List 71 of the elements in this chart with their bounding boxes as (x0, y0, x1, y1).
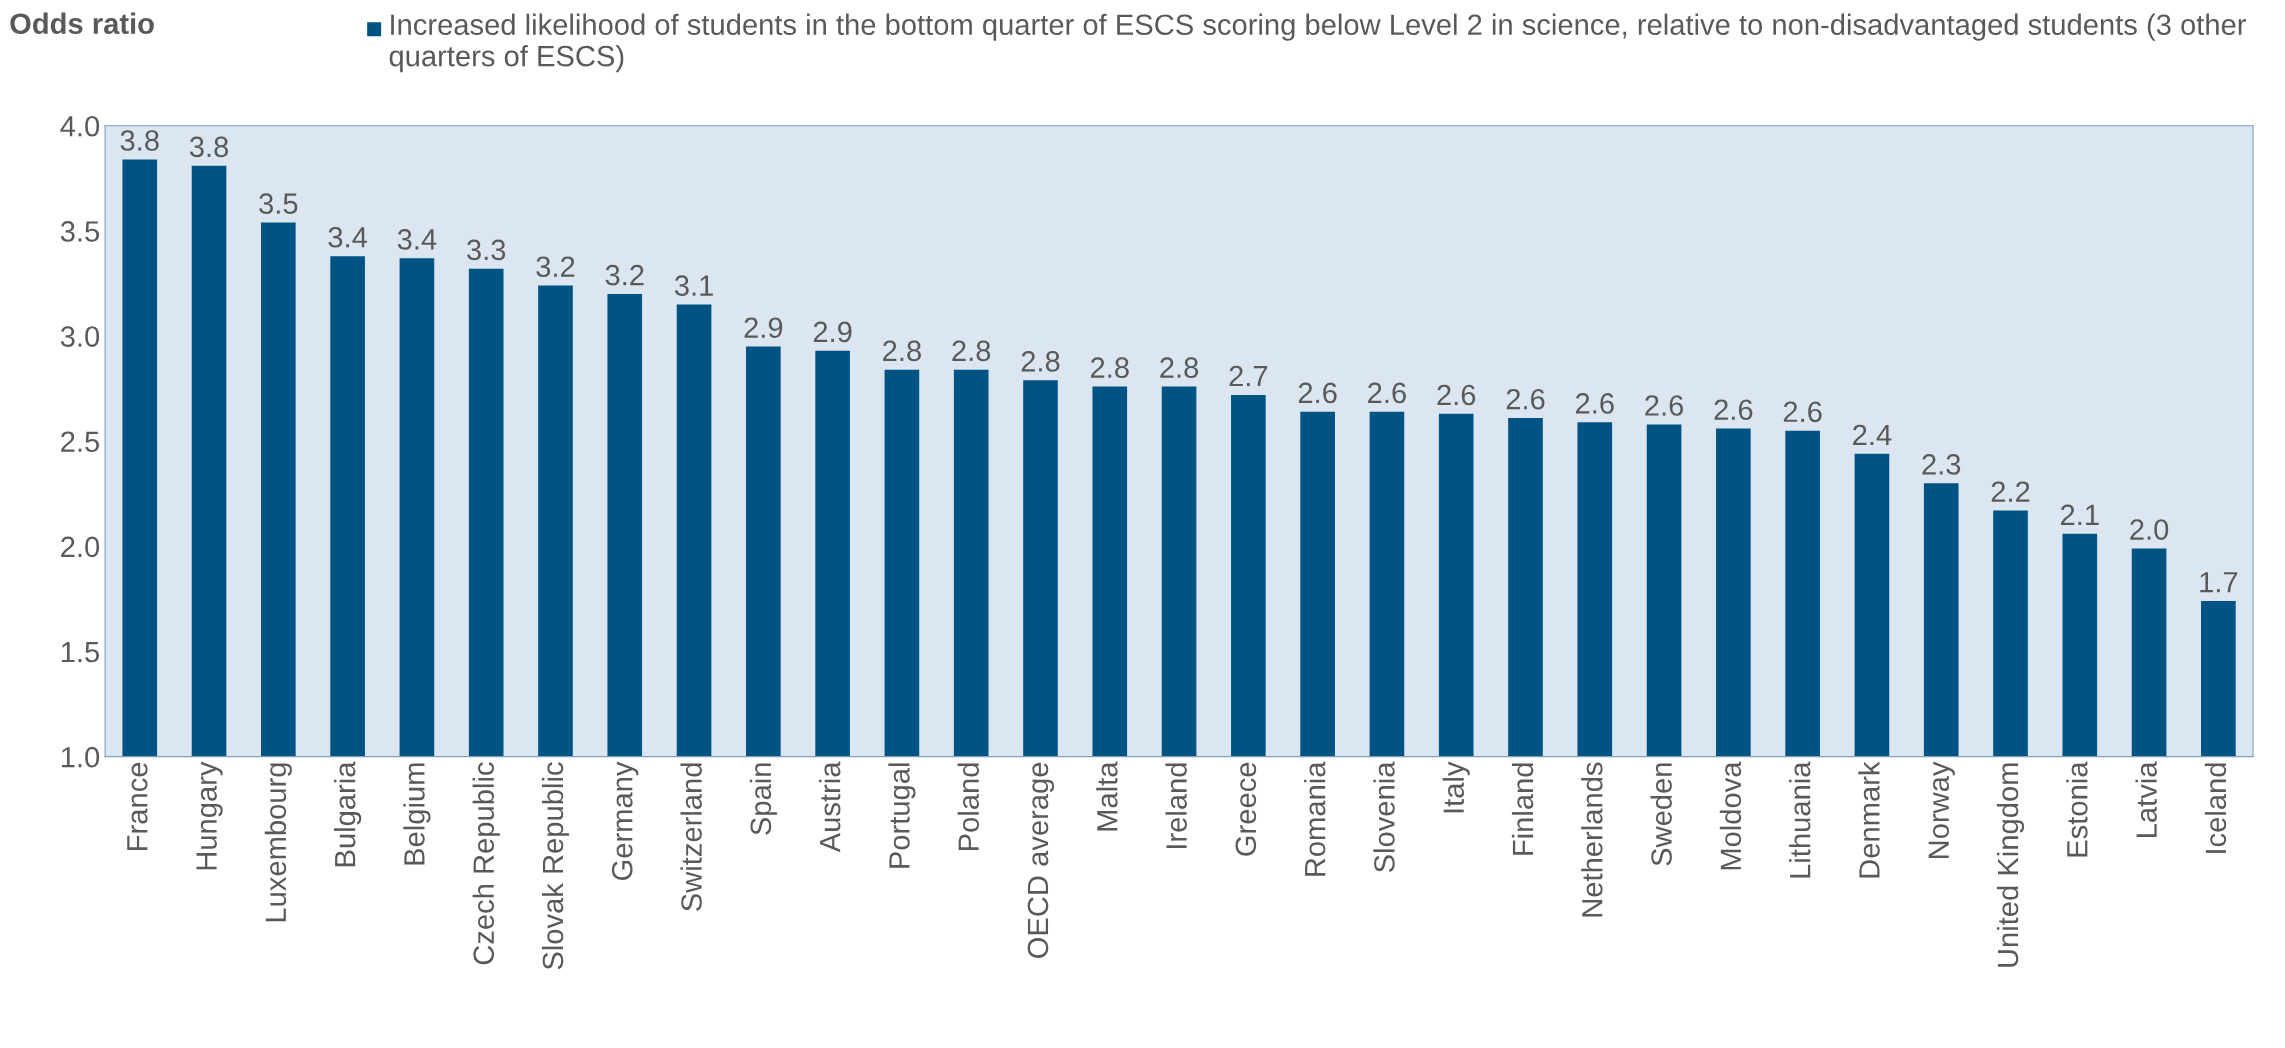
data-label: 2.1 (2060, 504, 2099, 525)
data-label: 2.6 (1575, 393, 1614, 414)
x-tick-label: OECD average (1027, 762, 1055, 958)
x-tick-label: Netherlands (1581, 762, 1603, 917)
x-tick-label: Moldova (1719, 761, 1742, 870)
x-tick-label: Romania (1304, 761, 1326, 876)
data-label: 2.6 (1645, 395, 1684, 416)
data-label: 2.6 (1783, 401, 1822, 423)
x-tick-label: Sweden (1650, 763, 1672, 866)
data-label: 2.6 (1368, 382, 1406, 404)
data-label: 3.4 (328, 226, 368, 248)
data-label: 2.9 (744, 317, 783, 339)
y-tick-label: 2.5 (61, 431, 100, 453)
x-tick-label: Estonia (2066, 761, 2088, 857)
data-label: 2.8 (952, 340, 991, 362)
data-label: 2.2 (1991, 481, 2030, 502)
data-label: 2.6 (1437, 384, 1476, 406)
data-label: 2.8 (1021, 351, 1060, 372)
y-tick-label: 1.5 (61, 642, 100, 663)
x-tick-label: Switzerland (680, 763, 702, 911)
data-label: 2.6 (1714, 399, 1753, 421)
x-tick-label: Ireland (1165, 763, 1187, 848)
x-tick-label: Norway (1928, 761, 1955, 858)
data-label: 3.4 (397, 229, 437, 250)
data-label: 3.5 (259, 193, 298, 214)
x-tick-label: Slovak Republic (541, 762, 570, 970)
data-label: 3.1 (674, 275, 713, 296)
x-tick-label: Bulgaria (334, 761, 362, 867)
y-tick-label: 1.0 (61, 746, 100, 768)
data-label: 2.3 (1922, 454, 1961, 475)
x-tick-label: Latvia (2135, 761, 2157, 837)
data-label: 3.3 (467, 239, 506, 261)
data-label: 2.6 (1298, 382, 1337, 404)
data-label: 2.4 (1853, 424, 1892, 445)
x-tick-label: France (127, 762, 148, 850)
x-tick-label: Slovenia (1373, 761, 1395, 873)
x-tick-label: Greece (1235, 762, 1257, 856)
data-label: 3.2 (536, 256, 575, 278)
data-label: 1.7 (2200, 572, 2238, 593)
y-tick-label: 2.0 (61, 536, 100, 558)
x-tick-label: Germany (611, 761, 639, 880)
data-label: 2.6 (1506, 388, 1545, 410)
x-tick-label: Portugal (888, 763, 916, 868)
data-label: 2.8 (1090, 357, 1129, 378)
data-label: 2.7 (1229, 365, 1268, 387)
x-tick-label: Belgium (403, 763, 431, 865)
data-label: 3.8 (189, 136, 229, 158)
x-tick-label: Denmark (1858, 761, 1880, 878)
legend-label: Increased likelihood of students in the bottom quarter of ESCS scoring below Level 2 in science, relative to non-disadvantaged students (3 other quarters of ESCS) (389, 13, 2246, 73)
x-tick-label: Czech Republic (472, 762, 500, 965)
data-label: 3.8 (120, 130, 159, 151)
y-axis-title: Odds ratio (10, 12, 154, 35)
x-tick-label: Poland (957, 763, 980, 850)
data-label: 3.2 (605, 264, 644, 286)
data-label: 2.0 (2130, 519, 2169, 540)
x-tick-label: Malta (1096, 761, 1118, 831)
data-label: 2.9 (813, 321, 852, 343)
y-tick-label: 3.0 (60, 326, 100, 347)
x-tick-label: Spain (749, 763, 777, 835)
data-label: 2.8 (1160, 357, 1199, 378)
x-tick-label: Iceland (2204, 763, 2227, 853)
x-tick-label: Austria (819, 761, 841, 853)
x-tick-label: Luxembourg (264, 763, 292, 922)
x-tick-label: United Kingdom (1996, 763, 2025, 967)
x-tick-label: Lithuania (1789, 761, 1811, 878)
y-tick-label: 4.0 (60, 115, 100, 137)
x-tick-label: Finland (1511, 763, 1534, 855)
x-tick-label: Italy (1442, 761, 1470, 813)
x-tick-label: Hungary (196, 761, 223, 870)
data-label: 2.8 (883, 340, 921, 362)
y-tick-label: 3.5 (60, 221, 100, 242)
